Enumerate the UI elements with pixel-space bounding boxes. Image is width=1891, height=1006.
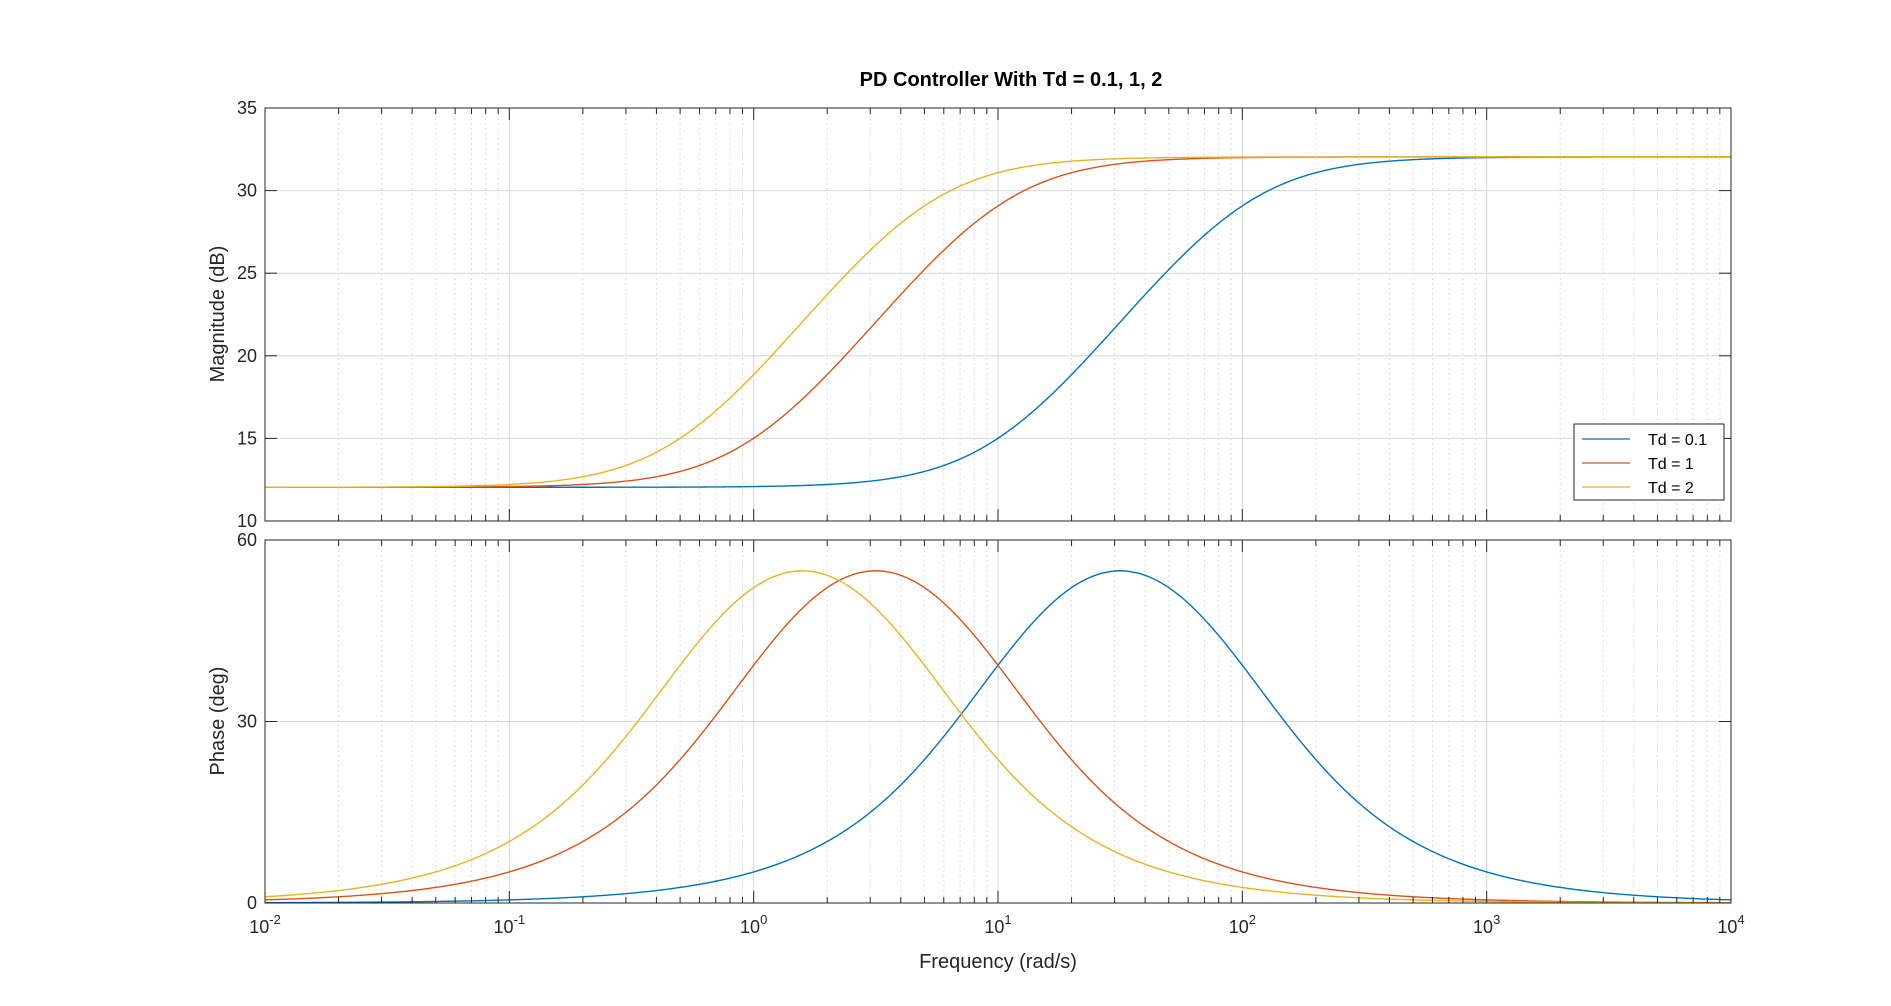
x-tick-label: 101 xyxy=(984,912,1011,937)
magnitude-y-axis-label: Magnitude (dB) xyxy=(207,246,229,383)
phase-y-tick-label: 30 xyxy=(237,712,257,732)
legend: Td = 0.1 Td = 1 Td = 2 xyxy=(1573,423,1725,501)
magnitude-panel: 10 15 20 25 30 35 Magnitude (dB) Td = 0.1 Td … xyxy=(207,98,1732,531)
phase-y-tick-labels: 0 30 60 xyxy=(237,530,257,913)
magnitude-curves xyxy=(265,156,1731,488)
magnitude-curve-td-2 xyxy=(265,156,1731,488)
phase-y-tick-label: 0 xyxy=(247,893,257,913)
magnitude-y-tick-labels: 10 15 20 25 30 35 xyxy=(237,98,257,531)
legend-label-td-2: Td = 2 xyxy=(1648,480,1694,497)
legend-label-td-0-1: Td = 0.1 xyxy=(1648,432,1707,449)
phase-y-tick-label: 60 xyxy=(237,530,257,550)
x-tick-label: 10-1 xyxy=(494,912,526,937)
x-tick-labels: 10-2 10-1 100 101 102 103 104 xyxy=(249,912,1744,937)
magnitude-y-tick-label: 30 xyxy=(237,181,257,201)
phase-y-axis-label: Phase (deg) xyxy=(207,667,229,776)
magnitude-y-tick-label: 25 xyxy=(237,263,257,283)
magnitude-y-tick-label: 10 xyxy=(237,511,257,531)
x-tick-label: 104 xyxy=(1717,912,1744,937)
magnitude-y-tick-label: 20 xyxy=(237,346,257,366)
x-axis-label: Frequency (rad/s) xyxy=(919,951,1077,973)
x-tick-label: 103 xyxy=(1473,912,1500,937)
phase-panel: 0 30 60 Phase (deg) xyxy=(207,530,1732,913)
x-tick-label: 10-2 xyxy=(249,912,281,937)
chart-title: PD Controller With Td = 0.1, 1, 2 xyxy=(860,69,1163,91)
magnitude-y-tick-label: 15 xyxy=(237,428,257,448)
magnitude-minor-grid xyxy=(338,108,1721,521)
magnitude-y-tick-label: 35 xyxy=(237,98,257,118)
legend-label-td-1: Td = 1 xyxy=(1648,456,1694,473)
x-tick-label: 102 xyxy=(1229,912,1256,937)
phase-ticks xyxy=(264,539,1732,904)
x-tick-label: 100 xyxy=(740,912,767,937)
magnitude-ticks xyxy=(264,107,1732,522)
